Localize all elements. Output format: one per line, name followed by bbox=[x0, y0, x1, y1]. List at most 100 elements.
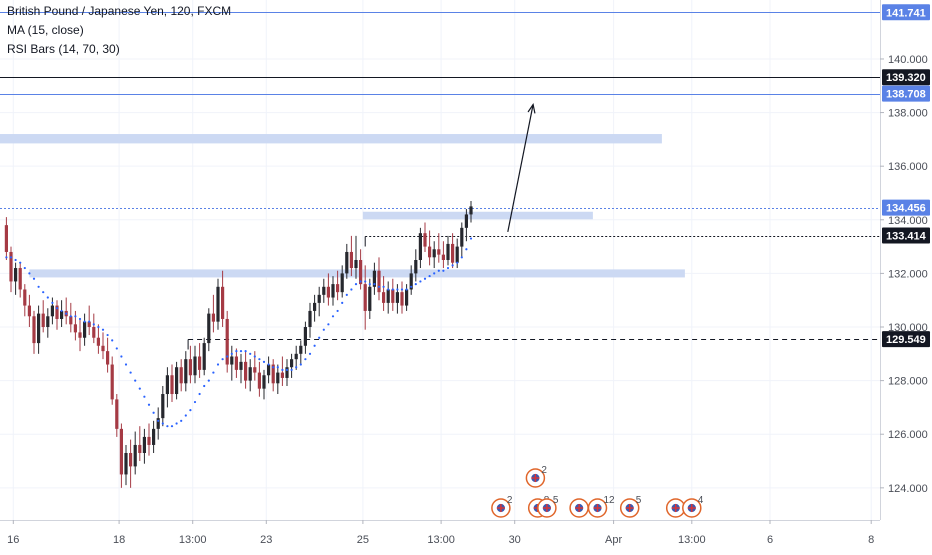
candle-body bbox=[308, 310, 312, 328]
time-tick-label: Apr bbox=[605, 534, 622, 546]
ma-dot bbox=[157, 419, 160, 422]
event-icon: 4 bbox=[682, 495, 704, 518]
event-count-label: 5 bbox=[636, 495, 642, 506]
ma-dot bbox=[433, 272, 436, 275]
ma-dot bbox=[184, 414, 187, 417]
time-tick-label: 13:00 bbox=[427, 534, 455, 546]
ma-dot bbox=[74, 315, 77, 318]
candle-body bbox=[142, 436, 146, 453]
ma-dot bbox=[193, 400, 197, 404]
candle-body bbox=[161, 394, 165, 419]
ma-dot bbox=[295, 366, 298, 369]
candle-body bbox=[322, 286, 326, 295]
candle-body bbox=[78, 332, 82, 338]
candle-body bbox=[451, 243, 455, 263]
candle-body bbox=[395, 292, 399, 303]
candle-body bbox=[239, 361, 243, 370]
ma-dot bbox=[331, 315, 335, 318]
ma-dot bbox=[469, 237, 473, 240]
ma-dot bbox=[391, 288, 394, 291]
candle-body bbox=[271, 364, 275, 384]
ma-dot bbox=[51, 301, 54, 304]
ma-dot bbox=[276, 366, 279, 369]
ma-dot bbox=[285, 368, 289, 371]
candle-body bbox=[363, 284, 367, 311]
symbol-title[interactable]: British Pound / Japanese Yen, 120, FXCM bbox=[7, 4, 232, 18]
ma-dot bbox=[272, 366, 275, 369]
time-tick-label: 16 bbox=[7, 534, 19, 546]
price-tick-label: 138.000 bbox=[888, 108, 928, 120]
ma-dot bbox=[198, 392, 201, 396]
price-badge-label: 129.549 bbox=[886, 334, 926, 346]
candle-body bbox=[87, 321, 91, 328]
candle-body bbox=[37, 313, 41, 344]
candle-body bbox=[391, 289, 395, 303]
price-tick-label: 124.000 bbox=[888, 483, 928, 495]
price-badge-label: 133.414 bbox=[886, 231, 927, 243]
ma-dot bbox=[262, 360, 266, 363]
ma-dot bbox=[69, 315, 72, 318]
price-badge-label: 141.741 bbox=[886, 7, 926, 19]
ma-dot bbox=[446, 266, 450, 270]
candle-body bbox=[326, 286, 330, 298]
price-badge bbox=[882, 69, 930, 86]
ma-dot bbox=[134, 379, 137, 382]
ma-dot bbox=[428, 274, 431, 278]
candle-body bbox=[83, 321, 87, 338]
candle-body bbox=[290, 359, 294, 368]
candle-body bbox=[156, 418, 160, 429]
event-icon: 2 bbox=[491, 495, 513, 518]
ma-dot bbox=[396, 288, 399, 291]
ma-dot bbox=[60, 309, 63, 313]
ma-dot bbox=[267, 363, 270, 366]
ma-dot bbox=[37, 285, 40, 288]
candle-body bbox=[32, 316, 36, 344]
ma-dot bbox=[354, 283, 358, 286]
event-count-label: 2 bbox=[507, 495, 513, 506]
candle-body bbox=[119, 428, 123, 475]
candle-body bbox=[257, 372, 261, 389]
candle-body bbox=[147, 436, 151, 445]
candle-body bbox=[423, 233, 427, 247]
candle-body bbox=[248, 367, 252, 381]
ma-indicator-label[interactable]: MA (15, close) bbox=[7, 23, 84, 37]
ma-dot bbox=[253, 355, 256, 358]
ma-dot bbox=[23, 266, 26, 270]
ma-dot bbox=[313, 344, 316, 347]
candle-body bbox=[14, 268, 18, 282]
price-tick-label: 132.000 bbox=[888, 268, 928, 280]
rsi-bars-indicator-label[interactable]: RSI Bars (14, 70, 30) bbox=[7, 42, 120, 56]
ma-dot bbox=[244, 350, 247, 353]
ma-dot bbox=[203, 384, 206, 388]
candle-body bbox=[469, 206, 473, 215]
price-badge-label: 139.320 bbox=[886, 72, 926, 84]
ma-dot bbox=[212, 371, 215, 374]
candle-body bbox=[92, 327, 96, 338]
candle-body bbox=[386, 289, 390, 303]
time-tick-label: 25 bbox=[357, 534, 369, 546]
moving-average-dots bbox=[5, 237, 473, 428]
price-badge bbox=[882, 227, 930, 244]
candle-body bbox=[455, 246, 459, 263]
candle-body bbox=[372, 270, 376, 287]
price-badge bbox=[882, 199, 930, 216]
ma-dot bbox=[419, 280, 422, 283]
candle-body bbox=[234, 356, 238, 370]
ma-dot bbox=[42, 291, 45, 294]
ma-dot bbox=[460, 256, 463, 259]
candle-body bbox=[262, 375, 266, 389]
ma-dot bbox=[235, 350, 238, 353]
candle-body bbox=[285, 367, 289, 378]
time-tick-label: 8 bbox=[868, 534, 874, 546]
candle-body bbox=[428, 246, 432, 258]
candle-body bbox=[336, 284, 340, 293]
candle-body bbox=[294, 353, 298, 360]
event-count-label: 5 bbox=[553, 495, 559, 506]
projection-arrow-line bbox=[507, 104, 534, 232]
price-tick-label: 128.000 bbox=[888, 376, 928, 388]
candle-body bbox=[253, 367, 257, 373]
ma-dot bbox=[97, 325, 100, 329]
price-badge bbox=[882, 4, 930, 21]
